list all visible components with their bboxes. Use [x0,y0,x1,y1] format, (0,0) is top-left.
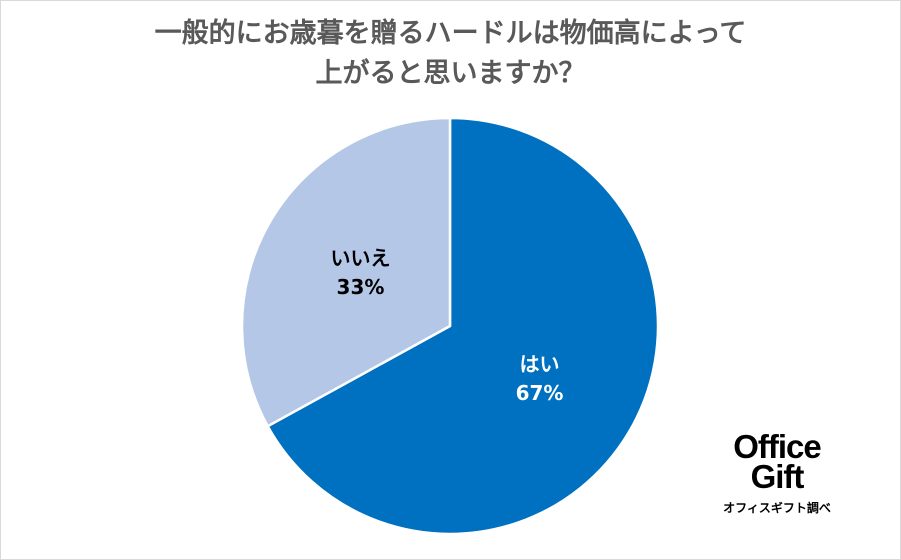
chart-title-line-2: 上がると思いますか？ [315,58,586,89]
logo-word-gift: Gift [750,458,805,495]
pie-slice-yes [266,116,660,536]
slice-label-yes-percent: 67% [515,380,564,405]
logo-word-office: Office [733,428,822,465]
office-gift-logo: Office Gift オフィスギフト調べ [712,428,842,516]
slice-label-no: いいえ 33% [300,244,420,302]
chart-title-line-1: 一般的にお歳暮を贈るハードルは物価高によって [154,18,747,49]
pie-slice-no [240,116,452,428]
logo-caption: オフィスギフト調べ [723,501,831,515]
slice-label-yes: はい 67% [480,350,600,408]
slice-label-no-name: いいえ [330,246,391,271]
chart-title: 一般的にお歳暮を贈るハードルは物価高によって 上がると思いますか？ [0,14,901,94]
slice-label-yes-name: はい [519,351,560,376]
slice-label-no-percent: 33% [336,275,385,300]
